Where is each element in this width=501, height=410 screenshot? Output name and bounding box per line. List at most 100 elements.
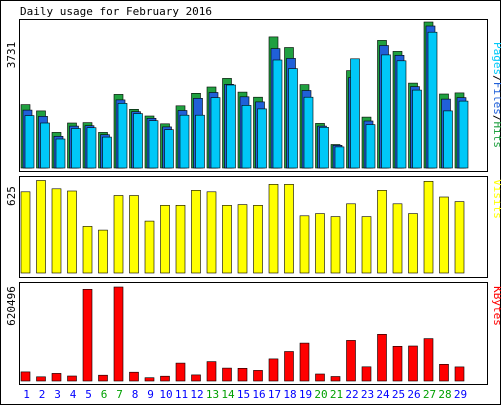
kbytes-bar-day-20	[315, 373, 325, 382]
legend-pages: Pages	[491, 42, 501, 75]
pages-bar-day-2	[40, 122, 50, 169]
kbytes-bar-day-29	[454, 366, 465, 382]
x-tick-label-day-3: 3	[54, 388, 61, 401]
x-tick-label-day-11: 11	[175, 388, 188, 401]
pages-bar-day-24	[381, 54, 391, 169]
kbytes-bar-day-26	[408, 345, 418, 382]
x-tick-label-day-19: 19	[299, 388, 312, 401]
x-tick-label-day-24: 24	[376, 388, 390, 401]
visits-bar-day-15	[237, 204, 248, 274]
pages-bar-day-18	[288, 68, 298, 169]
pages-bar-day-6	[102, 136, 112, 169]
x-tick-label-day-20: 20	[314, 388, 327, 401]
visits-bar-day-19	[299, 215, 310, 274]
pages-bar-day-22	[350, 58, 360, 169]
pages-bar-day-17	[272, 59, 283, 169]
x-tick-label-day-1: 1	[23, 388, 30, 401]
visits-bar-day-24	[377, 190, 387, 274]
kbytes-bar-day-10	[160, 375, 170, 382]
x-tick-label-day-25: 25	[392, 388, 405, 401]
kbytes-bar-day-14	[222, 367, 232, 382]
chart-title: Daily usage for February 2016	[20, 5, 212, 18]
pages-bar-day-9	[148, 120, 159, 169]
chart-marks	[20, 21, 469, 382]
pages-bar-day-29	[458, 100, 469, 169]
legend-visits: Visits	[491, 179, 501, 219]
pages-bar-day-3	[55, 138, 66, 169]
visits-bar-day-21	[330, 216, 341, 274]
x-tick-label-day-27: 27	[423, 388, 436, 401]
pages-bar-day-25	[396, 60, 407, 169]
kbytes-bar-day-21	[330, 376, 341, 382]
visits-bar-day-3	[51, 188, 62, 274]
kbytes-bar-day-17	[268, 358, 279, 382]
kbytes-bar-day-24	[377, 333, 387, 382]
x-tick-label-day-4: 4	[70, 388, 77, 401]
visits-bar-day-13	[206, 191, 217, 274]
x-tick-label-day-17: 17	[268, 388, 281, 401]
kbytes-bar-day-4	[67, 375, 77, 382]
x-tick-label-day-9: 9	[147, 388, 154, 401]
kbytes-bar-day-6	[98, 374, 108, 382]
visits-bar-day-14	[222, 205, 232, 274]
kbytes-bar-day-19	[299, 342, 310, 382]
kbytes-bar-day-16	[253, 370, 263, 382]
kbytes-bar-day-2	[36, 376, 46, 382]
pages-bar-day-14	[226, 84, 236, 169]
x-tick-label-day-29: 29	[454, 388, 467, 401]
visits-bar-day-26	[408, 213, 418, 274]
pages-bar-day-4	[71, 128, 81, 169]
x-tick-label-day-6: 6	[101, 388, 108, 401]
visits-bar-day-18	[284, 184, 294, 274]
x-axis-labels: 1 2 3 4 5 6 7 8 9 10 11 12 13 14 15 16 17 18 19 20 21 22 23 24 2…	[23, 388, 467, 401]
visits-bar-day-5	[82, 226, 93, 274]
kbytes-ymax-label: 620496	[5, 286, 18, 326]
kbytes-bar-day-8	[129, 371, 139, 382]
visits-bar-day-27	[423, 181, 434, 274]
visits-bar-day-28	[439, 196, 449, 274]
legend-kbytes: KBytes	[491, 286, 501, 326]
pages-bar-day-28	[443, 110, 453, 169]
kbytes-bar-day-27	[423, 338, 434, 382]
kbytes-bar-day-23	[361, 366, 372, 382]
x-tick-label-day-2: 2	[39, 388, 46, 401]
x-tick-label-day-23: 23	[361, 388, 374, 401]
visits-ymax-label: 625	[5, 186, 18, 206]
pages-bar-day-10	[164, 129, 174, 169]
pages-bar-day-21	[334, 146, 345, 169]
visits-bar-day-20	[315, 213, 325, 274]
visits-bar-day-8	[129, 195, 139, 274]
visits-bar-day-6	[98, 229, 108, 274]
legend-hits: Hits	[491, 122, 501, 149]
visits-bar-day-16	[253, 205, 263, 274]
pages-bar-day-27	[427, 31, 438, 169]
x-tick-label-day-5: 5	[85, 388, 92, 401]
x-tick-label-day-28: 28	[438, 388, 451, 401]
x-tick-label-day-22: 22	[345, 388, 358, 401]
kbytes-bar-day-22	[346, 340, 356, 382]
x-tick-label-day-21: 21	[330, 388, 343, 401]
kbytes-bar-day-18	[284, 351, 294, 382]
x-tick-label-day-16: 16	[252, 388, 265, 401]
visits-bar-day-11	[175, 205, 186, 274]
pages-bar-day-16	[257, 108, 267, 169]
kbytes-bar-day-11	[175, 362, 186, 382]
pages-bar-day-19	[303, 96, 314, 169]
visits-bar-day-1	[20, 191, 31, 274]
kbytes-bar-day-7	[113, 286, 124, 382]
x-tick-label-day-26: 26	[407, 388, 420, 401]
kbytes-bar-day-9	[144, 377, 155, 382]
visits-bar-day-22	[346, 203, 356, 274]
visits-bar-day-17	[268, 184, 279, 274]
legend-separator-2: /	[491, 115, 501, 122]
x-tick-label-day-8: 8	[132, 388, 139, 401]
kbytes-bar-day-3	[51, 373, 62, 382]
pages-bar-day-20	[319, 127, 329, 169]
kbytes-bar-day-28	[439, 363, 449, 382]
pages-bar-day-7	[117, 103, 128, 169]
visits-bar-day-29	[454, 201, 465, 274]
x-tick-label-day-18: 18	[283, 388, 296, 401]
kbytes-bar-day-25	[392, 345, 403, 382]
